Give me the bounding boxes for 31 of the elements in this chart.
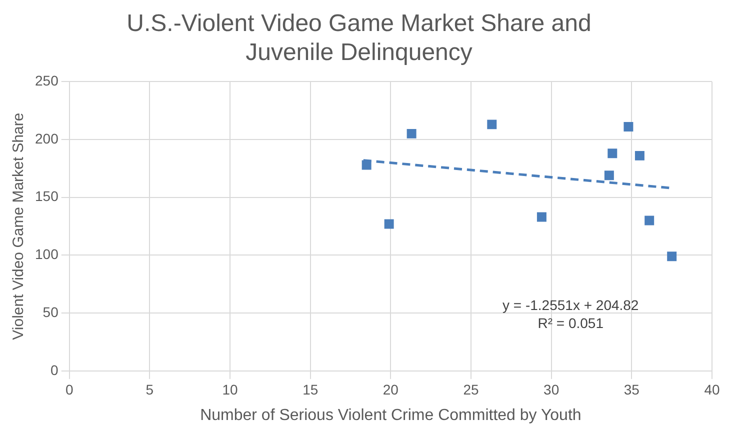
y-axis-title: Violent Video Game Market Share xyxy=(10,112,28,340)
x-tick-label: 10 xyxy=(222,381,238,398)
y-tick-label: 150 xyxy=(35,188,59,204)
point xyxy=(608,148,618,158)
point xyxy=(604,170,614,180)
point xyxy=(634,150,644,160)
y-tick-label: 100 xyxy=(35,246,59,262)
point xyxy=(667,252,677,262)
x-tick-label: 20 xyxy=(382,381,399,398)
point xyxy=(487,120,497,130)
x-tick-label: 40 xyxy=(704,381,720,398)
chart-title: U.S.-Violent Video Game Market Share and Juvenile Delinquency xyxy=(126,10,592,66)
annotation: R² = 0.051 xyxy=(538,315,604,332)
x-tick-label: 15 xyxy=(302,381,318,398)
y-tick-label: 50 xyxy=(42,304,59,320)
annotation: y = -1.2551x + 204.82 xyxy=(502,297,639,314)
x-tick-label: 5 xyxy=(146,381,154,398)
x-tick-label: 30 xyxy=(544,381,560,398)
point xyxy=(644,216,654,226)
x-tick-label: 25 xyxy=(463,381,480,398)
x-tick-label: 0 xyxy=(65,381,74,398)
x-axis-title: Number of Serious Violent Crime Committed by Youth xyxy=(200,406,582,424)
x-tick-label: 35 xyxy=(624,381,640,398)
point xyxy=(536,212,546,222)
y-tick-label: 200 xyxy=(35,130,59,146)
point xyxy=(624,122,634,132)
y-tick-label: 250 xyxy=(35,72,59,88)
point xyxy=(362,160,372,170)
point xyxy=(384,219,394,229)
y-tick-label: 0 xyxy=(50,362,59,378)
point xyxy=(406,128,416,138)
